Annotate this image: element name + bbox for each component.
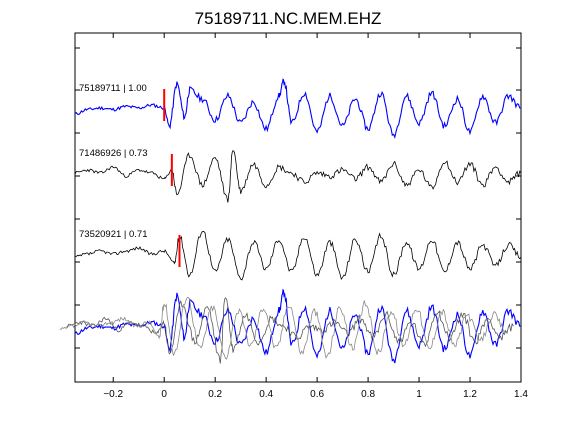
trace-label: 73520921 | 0.71 [79, 229, 148, 240]
y-tick-marks [75, 47, 521, 349]
x-tick-label: 1.4 [514, 389, 528, 400]
overlay-waveform-line [67, 297, 514, 364]
chart-title: 75189711.NC.MEM.EHZ [195, 9, 382, 28]
x-tick-label: 1.2 [463, 389, 477, 400]
waveform-line [74, 150, 522, 203]
x-tick-label: 0 [161, 389, 167, 400]
x-axis: −0.2 0 0.2 0.4 0.6 0.8 1 1.2 1.4 [103, 33, 528, 400]
pick-markers [163, 89, 181, 267]
trace-label: 71486926 | 0.73 [79, 148, 148, 159]
trace-label: 75189711 | 1.00 [79, 83, 147, 94]
trace-series [74, 78, 522, 281]
x-tick-label: 0.8 [361, 389, 375, 400]
overlay-waveform-line [59, 297, 507, 360]
waveform-line [74, 78, 522, 140]
x-tick-label: −0.2 [103, 389, 123, 400]
x-tick-label: 0.6 [310, 389, 324, 400]
x-tick-label: 0.4 [259, 389, 273, 400]
overlay-waveform-line [74, 288, 522, 364]
x-tick-label: 1 [416, 389, 422, 400]
trace-labels: 75189711 | 1.00 71486926 | 0.73 73520921 |… [79, 83, 148, 240]
waveform-line [74, 230, 522, 281]
overlay-stack [59, 288, 522, 364]
x-tick-label: 0.2 [208, 389, 222, 400]
